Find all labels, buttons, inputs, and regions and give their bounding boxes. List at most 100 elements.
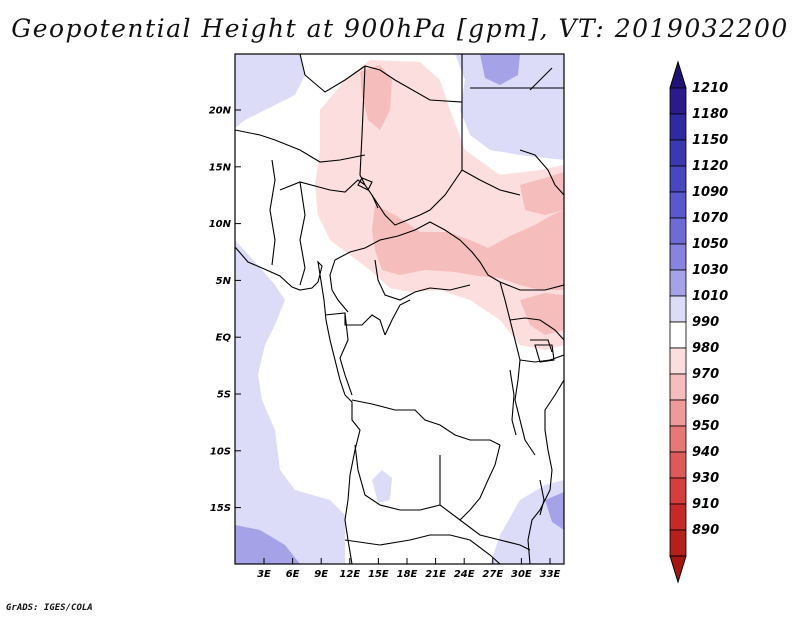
border-east-2 [509,317,564,341]
colorbar-swatch [669,503,687,531]
field-red2-east [520,172,564,215]
colorbar-label: 910 [692,497,719,512]
colorbar-label: 1090 [692,185,728,200]
colorbar-swatch [669,243,687,271]
colorbar-label: 1070 [692,211,728,226]
border-car-1 [334,221,564,291]
colorbar-swatch [669,113,687,141]
lat-label: 5N [216,276,232,287]
lon-label: 3E [257,569,271,580]
colorbar-label: 1050 [692,237,728,252]
lat-label: 10N [209,219,232,230]
lat-label: 10S [210,446,231,457]
field-layer [235,54,564,564]
colorbar-swatch [669,217,687,245]
colorbar-label: 1010 [692,289,728,304]
border-drc-2 [351,399,501,446]
colorbar-label: 980 [692,341,719,356]
colorbar-label: 1180 [692,107,728,122]
colorbar: 1210 1180 1150 1120 1090 1070 1050 1030 1010 990 9… [669,60,728,584]
colorbar-swatch [669,373,687,401]
colorbar-label: 1120 [692,159,728,174]
lon-label: 18E [397,569,418,580]
lat-label: EQ [216,333,232,344]
border-west-2 [269,159,276,266]
lon-label: 9E [314,569,328,580]
colorbar-label: 970 [692,367,719,382]
colorbar-swatch [669,191,687,219]
border-west-3 [279,179,366,193]
border-zambia [459,444,501,521]
lon-label: 24E [454,569,475,580]
border-drc-1 [384,299,411,336]
border-east-3 [519,354,564,363]
border-congo-2 [339,312,353,396]
border-chad-2 [371,194,421,226]
border-ethiopia [519,149,564,196]
border-east-1 [499,281,536,456]
chart-title: Geopotential Height at 900hPa [gpm], VT:… [11,14,789,43]
field-blue2-southeast [545,492,564,530]
field-blue2-northeast [480,54,520,85]
border-angola [354,444,441,511]
colorbar-label: 930 [692,471,719,486]
coastline-west [235,246,361,564]
lon-label: 15E [368,569,389,580]
colorbar-swatch [669,477,687,505]
field-blue-northwest [235,54,305,128]
lake-tanganyika [509,369,517,436]
colorbar-swatch [669,321,687,349]
lon-label: 12E [339,569,360,580]
coast-redsea [529,67,553,91]
lat-label: 5S [217,390,231,401]
latitude-axis: 20N 15N 10N 5N EQ 5S 10S 15S [209,106,241,514]
border-nile [461,169,521,196]
colorbar-swatch [669,529,687,557]
field-red2-north [360,65,392,130]
colorbar-label: 1150 [692,133,728,148]
colorbar-label: 950 [692,419,719,434]
border-south [344,534,501,564]
border-north-1 [299,54,463,103]
lat-label: 15S [210,503,231,514]
colorbar-label: 940 [692,445,719,460]
field-blue2-southwest [235,525,300,564]
colorbar-swatch [669,269,687,297]
colorbar-label: 1030 [692,263,728,278]
coastlines-borders [235,54,564,564]
lake-chad [357,177,373,191]
border-cameroon [329,259,349,313]
colorbar-label: 960 [692,393,719,408]
border-east-4 [530,339,553,353]
border-west-4 [299,181,306,286]
lake-malawi [539,479,545,516]
border-north-2 [419,102,463,216]
lon-label: 33E [540,569,561,580]
colorbar-swatch [669,399,687,427]
longitude-axis: 3E 6E 9E 12E 15E 18E 21E 24E 27E 30E 33E [257,558,561,580]
lon-label: 30E [511,569,532,580]
colorbar-label: 1210 [692,81,728,96]
lat-label: 15N [209,162,232,173]
colorbar-swatch [669,87,687,115]
field-blue-northeast [455,54,564,160]
border-west-1 [235,129,366,163]
lake-victoria [534,344,555,363]
map-frame [234,53,565,565]
grads-credit: GrADS: IGES/COLA [6,603,93,613]
lon-label: 21E [425,569,446,580]
colorbar-top-arrow [669,60,687,89]
field-red2-lakes [520,293,564,335]
lat-label: 20N [209,106,232,117]
border-angola-2 [439,455,531,551]
field-blue-atlantic [235,240,345,564]
colorbar-swatch [669,347,687,375]
colorbar-swatch [669,425,687,453]
field-blue-small-south [372,470,392,503]
colorbar-bottom-arrow [669,555,687,584]
colorbar-label: 890 [692,523,719,538]
lon-label: 6E [286,569,300,580]
colorbar-swatch [669,295,687,323]
colorbar-swatch [669,165,687,193]
